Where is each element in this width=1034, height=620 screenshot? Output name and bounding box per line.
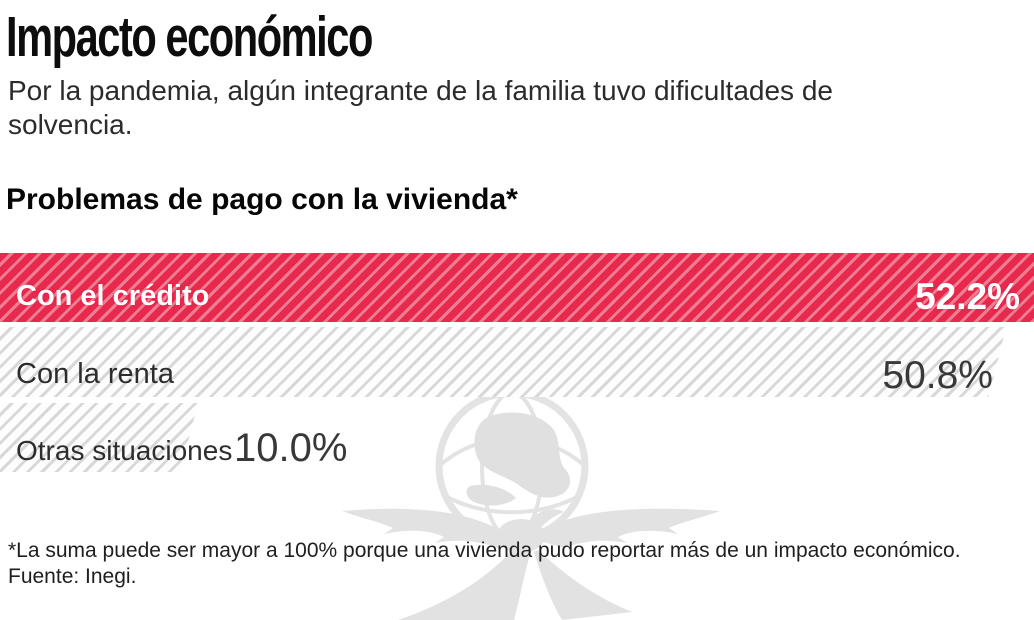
bar-row: Otras situaciones 10.0% bbox=[0, 403, 1034, 472]
source-line: Fuente: Inegi. bbox=[8, 564, 137, 588]
page-subtitle: Por la pandemia, algún integrante de la … bbox=[8, 75, 833, 140]
bar-row: Con el crédito 52.2% bbox=[0, 253, 1034, 322]
bar-row: Con la renta 50.8% bbox=[0, 327, 1034, 397]
bar-label: Otras situaciones bbox=[16, 435, 233, 466]
bar-label: Con la renta bbox=[16, 358, 174, 390]
bar-value: 52.2% bbox=[915, 276, 1020, 317]
bar-fill bbox=[0, 327, 1006, 397]
eagle-globe-watermark-icon bbox=[342, 389, 720, 620]
bar-value: 50.8% bbox=[882, 354, 993, 397]
chart-heading: Problemas de pago con la vivienda* bbox=[6, 183, 518, 216]
footnote: *La suma puede ser mayor a 100% porque u… bbox=[8, 538, 1018, 590]
bar-label: Con el crédito bbox=[16, 280, 210, 312]
bar-fill bbox=[0, 403, 198, 472]
bar-value: 10.0% bbox=[234, 426, 348, 470]
footnote-line: *La suma puede ser mayor a 100% porque u… bbox=[8, 539, 961, 562]
bar-fill bbox=[0, 253, 1034, 322]
page-title: Impacto económico bbox=[6, 5, 373, 69]
